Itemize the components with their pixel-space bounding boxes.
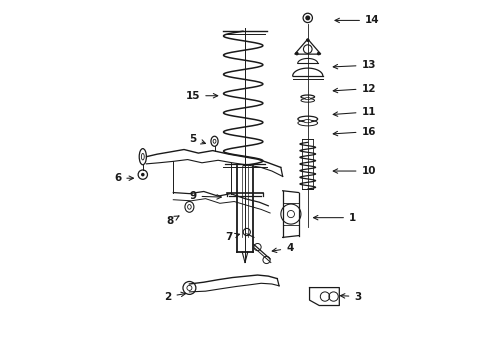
Circle shape [306, 16, 310, 20]
Text: 1: 1 [314, 213, 356, 222]
Text: 15: 15 [186, 91, 218, 101]
Text: 4: 4 [272, 243, 294, 253]
Text: 12: 12 [333, 84, 376, 94]
Ellipse shape [304, 120, 312, 123]
Circle shape [306, 39, 310, 42]
Text: 2: 2 [164, 292, 186, 302]
Text: 5: 5 [189, 134, 205, 144]
Circle shape [141, 173, 145, 176]
Text: 13: 13 [333, 60, 376, 70]
Text: 3: 3 [341, 292, 362, 302]
Text: 9: 9 [190, 191, 221, 201]
Circle shape [317, 52, 320, 55]
Text: 7: 7 [225, 232, 240, 242]
Text: 16: 16 [333, 127, 376, 136]
Ellipse shape [305, 98, 311, 100]
Text: 10: 10 [333, 166, 376, 176]
Text: 11: 11 [333, 107, 376, 117]
Text: 14: 14 [335, 15, 380, 26]
Circle shape [295, 52, 299, 55]
Text: 8: 8 [166, 216, 179, 226]
Text: 6: 6 [114, 173, 133, 183]
